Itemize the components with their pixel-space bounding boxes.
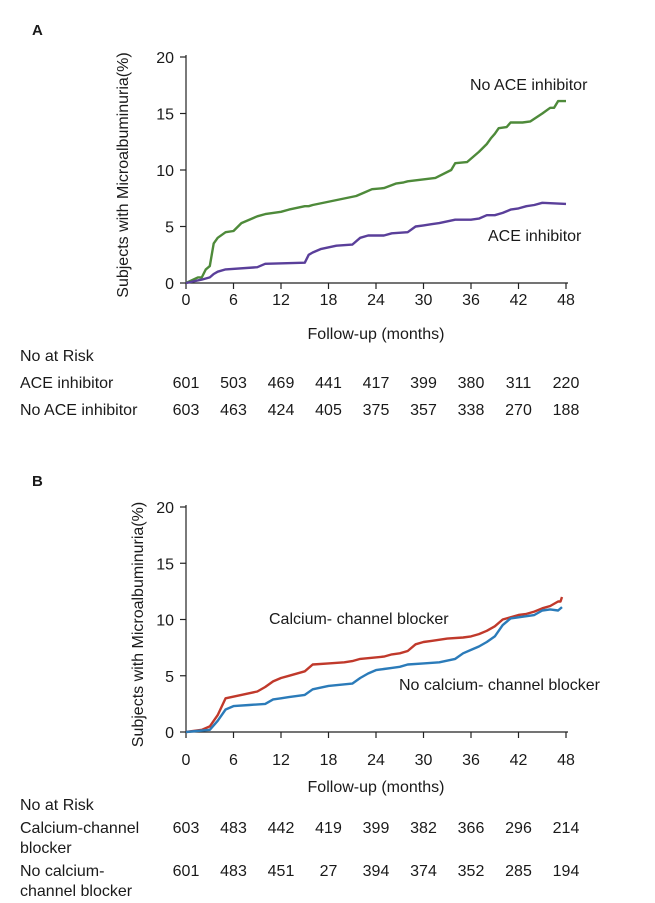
risk-table-title: No at Risk bbox=[20, 797, 94, 814]
risk-value: 394 bbox=[362, 863, 390, 880]
x-tick-label: 36 bbox=[462, 752, 480, 769]
risk-row-label-line2: channel blocker bbox=[20, 883, 133, 900]
series-line bbox=[185, 606, 563, 734]
risk-value: 366 bbox=[457, 820, 485, 837]
risk-value: 603 bbox=[172, 402, 200, 419]
x-axis-label: Follow-up (months) bbox=[308, 326, 445, 343]
x-tick-label: 30 bbox=[415, 292, 433, 309]
y-tick-label: 5 bbox=[165, 669, 174, 686]
risk-value: 382 bbox=[410, 820, 437, 837]
risk-row-label: Calcium-channel bbox=[20, 820, 140, 837]
series-line bbox=[185, 596, 564, 734]
risk-value: 399 bbox=[410, 375, 437, 392]
risk-value: 601 bbox=[172, 375, 200, 392]
risk-value: 463 bbox=[220, 402, 247, 419]
series-label: ACE inhibitor bbox=[488, 228, 582, 245]
x-tick-label: 0 bbox=[182, 752, 191, 769]
risk-value: 483 bbox=[220, 863, 247, 880]
risk-row-label-line2: blocker bbox=[20, 840, 72, 857]
risk-value: 188 bbox=[552, 402, 580, 419]
risk-value: 27 bbox=[319, 863, 338, 880]
risk-value: 424 bbox=[267, 402, 295, 419]
y-tick-label: 0 bbox=[165, 276, 174, 293]
y-tick-label: 0 bbox=[165, 725, 174, 742]
risk-value: 441 bbox=[315, 375, 342, 392]
risk-value: 469 bbox=[267, 375, 295, 392]
x-tick-label: 48 bbox=[557, 292, 575, 309]
risk-value: 399 bbox=[362, 820, 390, 837]
x-tick-label: 12 bbox=[272, 752, 290, 769]
risk-value: 405 bbox=[315, 402, 342, 419]
risk-row-label: No calcium- bbox=[20, 863, 105, 880]
risk-value: 357 bbox=[410, 402, 437, 419]
series-line bbox=[185, 99, 566, 285]
x-tick-label: 30 bbox=[415, 752, 433, 769]
risk-value: 601 bbox=[172, 863, 200, 880]
y-tick-label: 20 bbox=[156, 50, 174, 67]
risk-value: 296 bbox=[505, 820, 532, 837]
risk-value: 419 bbox=[315, 820, 342, 837]
x-tick-label: 12 bbox=[272, 292, 290, 309]
x-tick-label: 42 bbox=[510, 752, 528, 769]
risk-value: 352 bbox=[457, 863, 485, 880]
series-label: No calcium- channel blocker bbox=[399, 677, 601, 694]
risk-value: 311 bbox=[505, 375, 532, 392]
risk-value: 380 bbox=[457, 375, 485, 392]
risk-value: 220 bbox=[552, 375, 580, 392]
x-tick-label: 0 bbox=[182, 292, 191, 309]
y-axis-label: Subjects with Microalbuminuria(%) bbox=[115, 52, 132, 297]
x-tick-label: 24 bbox=[367, 292, 385, 309]
x-tick-label: 36 bbox=[462, 292, 480, 309]
risk-value: 214 bbox=[552, 820, 580, 837]
risk-value: 375 bbox=[362, 402, 390, 419]
risk-value: 374 bbox=[410, 863, 437, 880]
risk-value: 285 bbox=[505, 863, 532, 880]
y-tick-label: 10 bbox=[156, 613, 174, 630]
risk-value: 194 bbox=[552, 863, 580, 880]
series-label: Calcium- channel blocker bbox=[269, 611, 449, 628]
x-tick-label: 42 bbox=[510, 292, 528, 309]
x-tick-label: 24 bbox=[367, 752, 385, 769]
risk-value: 417 bbox=[362, 375, 390, 392]
panel-letter: A bbox=[32, 22, 43, 39]
risk-table-title: No at Risk bbox=[20, 348, 94, 365]
risk-value: 270 bbox=[505, 402, 532, 419]
x-axis-label: Follow-up (months) bbox=[308, 779, 445, 796]
y-axis-label: Subjects with Microalbuminuria(%) bbox=[130, 502, 147, 747]
series-line bbox=[185, 201, 567, 285]
y-tick-label: 10 bbox=[156, 163, 174, 180]
chart-panel-a: A 0 5 10 15 20 0 6 12 18 24 30 36 42 48 Follow-up (mont… bbox=[32, 22, 588, 343]
x-tick-label: 6 bbox=[229, 292, 238, 309]
x-tick-label: 18 bbox=[320, 292, 338, 309]
risk-value: 338 bbox=[457, 402, 485, 419]
y-tick-label: 20 bbox=[156, 500, 174, 517]
y-tick-label: 15 bbox=[156, 107, 174, 124]
x-tick-label: 48 bbox=[557, 752, 575, 769]
risk-value: 442 bbox=[267, 820, 295, 837]
chart-panel-b: B 0 5 10 15 20 0 6 12 18 24 30 36 42 48 Follow-up (mont… bbox=[32, 473, 601, 796]
risk-value: 603 bbox=[172, 820, 200, 837]
risk-value: 451 bbox=[267, 863, 295, 880]
risk-row-label: ACE inhibitor bbox=[20, 375, 114, 392]
x-tick-label: 18 bbox=[320, 752, 338, 769]
risk-value: 483 bbox=[220, 820, 247, 837]
y-tick-label: 15 bbox=[156, 556, 174, 573]
series-label: No ACE inhibitor bbox=[470, 77, 588, 94]
panel-letter: B bbox=[32, 473, 43, 490]
y-tick-label: 5 bbox=[165, 220, 174, 237]
x-tick-label: 6 bbox=[229, 752, 238, 769]
risk-value: 503 bbox=[220, 375, 247, 392]
risk-row-label: No ACE inhibitor bbox=[20, 402, 138, 419]
